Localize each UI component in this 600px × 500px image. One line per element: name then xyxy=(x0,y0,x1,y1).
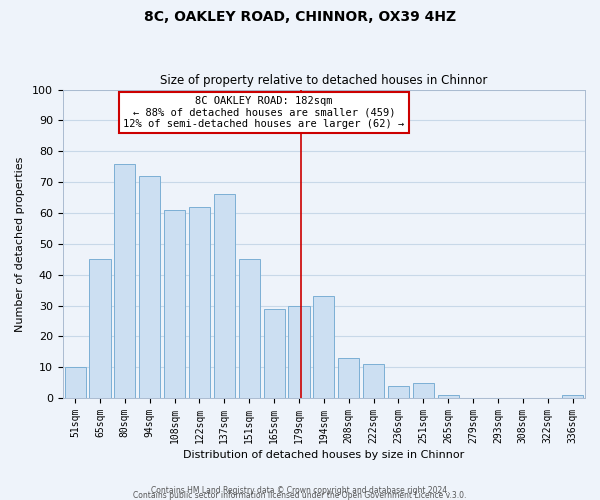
X-axis label: Distribution of detached houses by size in Chinnor: Distribution of detached houses by size … xyxy=(183,450,464,460)
Title: Size of property relative to detached houses in Chinnor: Size of property relative to detached ho… xyxy=(160,74,488,87)
Bar xyxy=(214,194,235,398)
Bar xyxy=(139,176,160,398)
Bar xyxy=(239,259,260,398)
Y-axis label: Number of detached properties: Number of detached properties xyxy=(15,156,25,332)
Bar xyxy=(363,364,384,398)
Bar xyxy=(189,207,210,398)
Text: Contains HM Land Registry data © Crown copyright and database right 2024.: Contains HM Land Registry data © Crown c… xyxy=(151,486,449,495)
Bar xyxy=(263,308,284,398)
Bar xyxy=(65,367,86,398)
Bar xyxy=(289,306,310,398)
Bar xyxy=(562,395,583,398)
Bar xyxy=(313,296,334,398)
Bar xyxy=(164,210,185,398)
Bar xyxy=(89,259,110,398)
Text: 8C, OAKLEY ROAD, CHINNOR, OX39 4HZ: 8C, OAKLEY ROAD, CHINNOR, OX39 4HZ xyxy=(144,10,456,24)
Text: Contains public sector information licensed under the Open Government Licence v.: Contains public sector information licen… xyxy=(133,491,467,500)
Text: 8C OAKLEY ROAD: 182sqm
← 88% of detached houses are smaller (459)
12% of semi-de: 8C OAKLEY ROAD: 182sqm ← 88% of detached… xyxy=(123,96,404,129)
Bar xyxy=(338,358,359,398)
Bar xyxy=(413,382,434,398)
Bar xyxy=(114,164,136,398)
Bar xyxy=(388,386,409,398)
Bar xyxy=(437,395,459,398)
